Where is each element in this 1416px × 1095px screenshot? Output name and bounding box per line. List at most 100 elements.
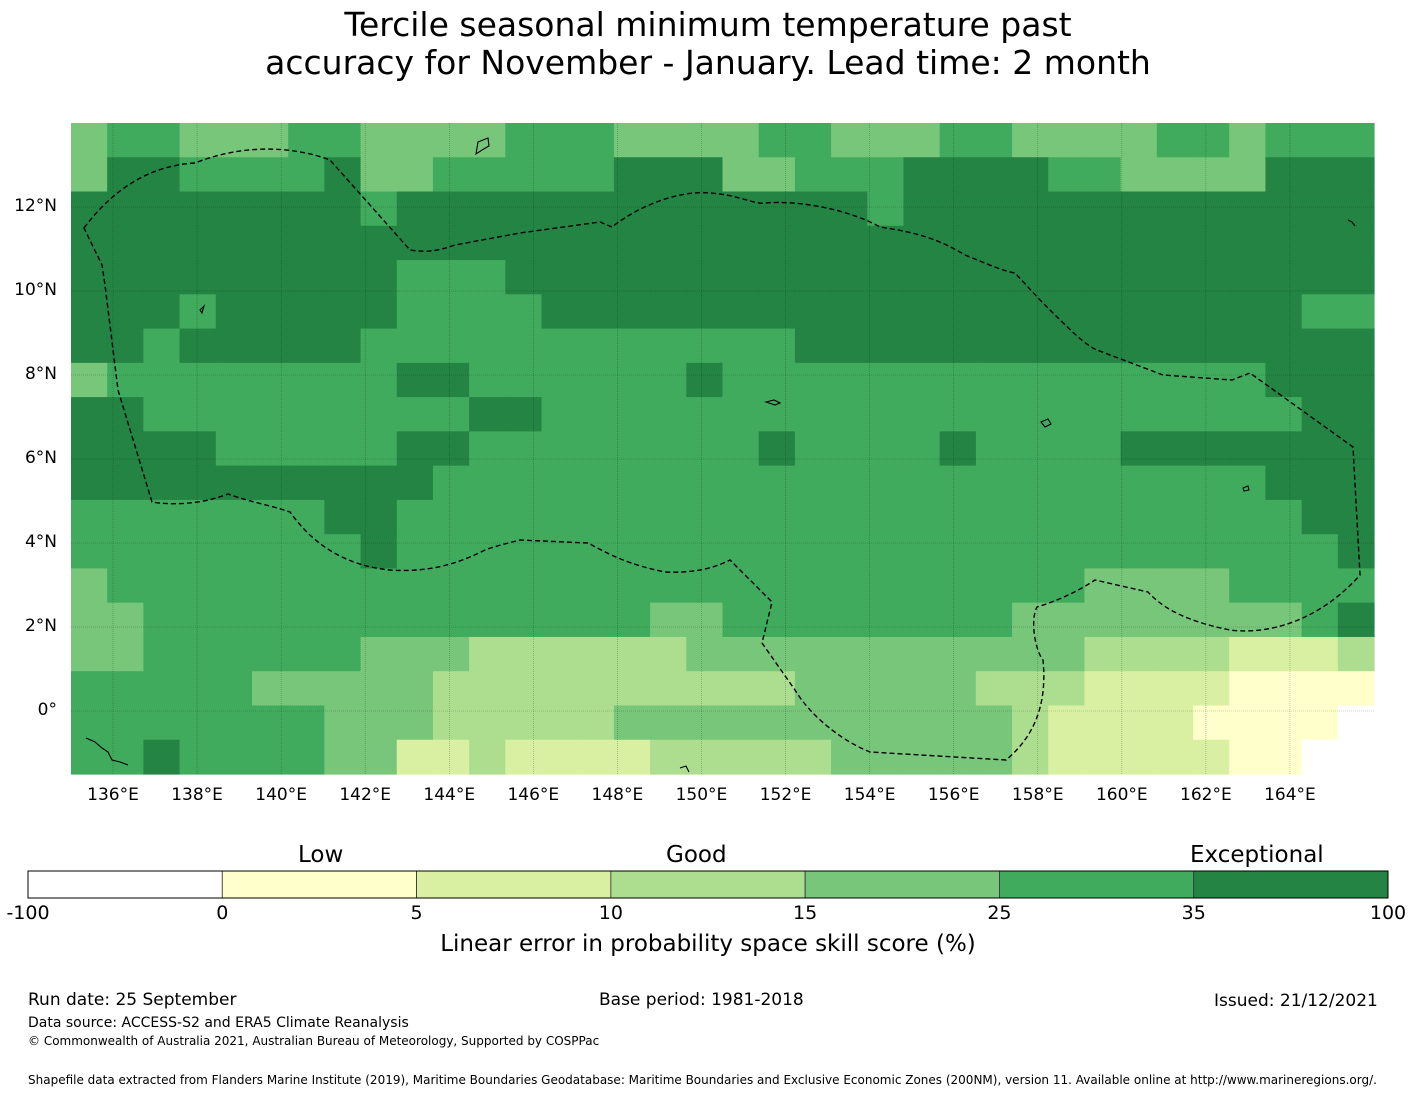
- skill-cell: [867, 705, 905, 741]
- skill-cell: [251, 636, 289, 672]
- skill-cell: [1156, 397, 1194, 432]
- skill-cell: [867, 157, 905, 193]
- skill-cell: [469, 191, 506, 227]
- skill-cell: [1193, 123, 1230, 158]
- skill-cell: [505, 328, 543, 364]
- skill-cell: [613, 705, 651, 741]
- skill-cell: [939, 671, 977, 707]
- skill-cell: [143, 225, 181, 261]
- longitude-tick-label: 138°E: [171, 785, 223, 805]
- skill-cell: [1229, 534, 1267, 570]
- skill-cell: [1012, 602, 1049, 638]
- skill-cell: [1084, 328, 1122, 364]
- skill-cell: [867, 123, 905, 158]
- skill-cell: [686, 294, 724, 330]
- skill-cell: [143, 499, 181, 535]
- skill-cell: [1156, 362, 1194, 398]
- skill-cell: [939, 499, 977, 535]
- skill-cell: [324, 636, 362, 672]
- skill-cell: [975, 157, 1013, 193]
- skill-cell: [1301, 431, 1339, 467]
- skill-cell: [975, 225, 1013, 261]
- skill-cell: [1048, 191, 1086, 227]
- colorbar-tick-label: 25: [987, 902, 1012, 924]
- skill-cell: [975, 671, 1013, 707]
- skill-cell: [1193, 534, 1230, 570]
- skill-cell: [758, 534, 796, 570]
- skill-cell: [143, 671, 181, 707]
- skill-cell: [831, 294, 868, 330]
- latitude-tick-label: 8°N: [24, 364, 57, 384]
- skill-cell: [650, 397, 687, 432]
- skill-cell: [903, 602, 941, 638]
- skill-cell: [541, 739, 579, 775]
- skill-cell: [794, 499, 832, 535]
- skill-cell: [1084, 431, 1122, 467]
- skill-cell: [360, 431, 398, 467]
- skill-cell: [1012, 123, 1049, 158]
- skill-cell: [1229, 397, 1267, 432]
- skill-cell: [975, 362, 1013, 398]
- skill-cell: [1265, 431, 1303, 467]
- skill-cell: [360, 123, 398, 158]
- skill-cell: [613, 191, 651, 227]
- colorbar-segment: [416, 870, 612, 899]
- skill-cell: [215, 260, 253, 295]
- skill-cell: [1229, 431, 1267, 467]
- skill-cell: [432, 157, 470, 193]
- skill-cell: [794, 260, 832, 295]
- skill-cell: [686, 123, 724, 158]
- skill-cell: [758, 397, 796, 432]
- skill-cell: [939, 602, 977, 638]
- skill-cell: [975, 123, 1013, 158]
- skill-cell: [71, 499, 108, 535]
- colorbar-tick-label: 100: [1369, 902, 1407, 924]
- skill-cell: [1265, 636, 1303, 672]
- skill-cell: [1265, 739, 1303, 775]
- skill-cell: [1156, 465, 1194, 501]
- skill-cell: [1337, 431, 1375, 467]
- skill-cell: [794, 397, 832, 432]
- skill-cell: [541, 397, 579, 432]
- skill-cell: [577, 739, 615, 775]
- skill-cell: [577, 431, 615, 467]
- skill-cell: [1156, 294, 1194, 330]
- skill-cell: [179, 123, 217, 158]
- latitude-tick-label: 10°N: [14, 280, 57, 300]
- skill-cell: [939, 123, 977, 158]
- skill-cell: [396, 328, 434, 364]
- longitude-tick-label: 152°E: [759, 785, 812, 805]
- kosrae-island: [1242, 485, 1250, 492]
- skill-cell: [794, 328, 832, 364]
- skill-cell: [831, 568, 868, 604]
- colorbar-tick-label: -100: [6, 902, 50, 924]
- skill-cell: [1048, 397, 1086, 432]
- skill-grid: [71, 123, 1375, 775]
- skill-cell: [215, 362, 253, 398]
- skill-cell: [867, 602, 905, 638]
- skill-cell: [686, 568, 724, 604]
- skill-cell: [939, 191, 977, 227]
- skill-cell: [505, 568, 543, 604]
- skill-cell: [432, 602, 470, 638]
- skill-cell: [288, 294, 325, 330]
- skill-cell: [1301, 225, 1339, 261]
- skill-cell: [1120, 328, 1158, 364]
- skill-cell: [686, 362, 724, 398]
- skill-cell: [505, 465, 543, 501]
- skill-cell: [650, 636, 687, 672]
- skill-cell: [650, 671, 687, 707]
- skill-cell: [722, 602, 760, 638]
- skill-cell: [758, 123, 796, 158]
- skill-cell: [1048, 294, 1086, 330]
- skill-cell: [505, 534, 543, 570]
- skill-cell: [903, 225, 941, 261]
- colorbar-segment: [610, 870, 806, 899]
- colorbar-segment: [999, 870, 1195, 899]
- longitude-tick-label: 146°E: [507, 785, 560, 805]
- skill-cell: [541, 431, 579, 467]
- longitude-tick-label: 156°E: [927, 785, 980, 805]
- skill-cell: [396, 362, 434, 398]
- skill-cell: [505, 191, 543, 227]
